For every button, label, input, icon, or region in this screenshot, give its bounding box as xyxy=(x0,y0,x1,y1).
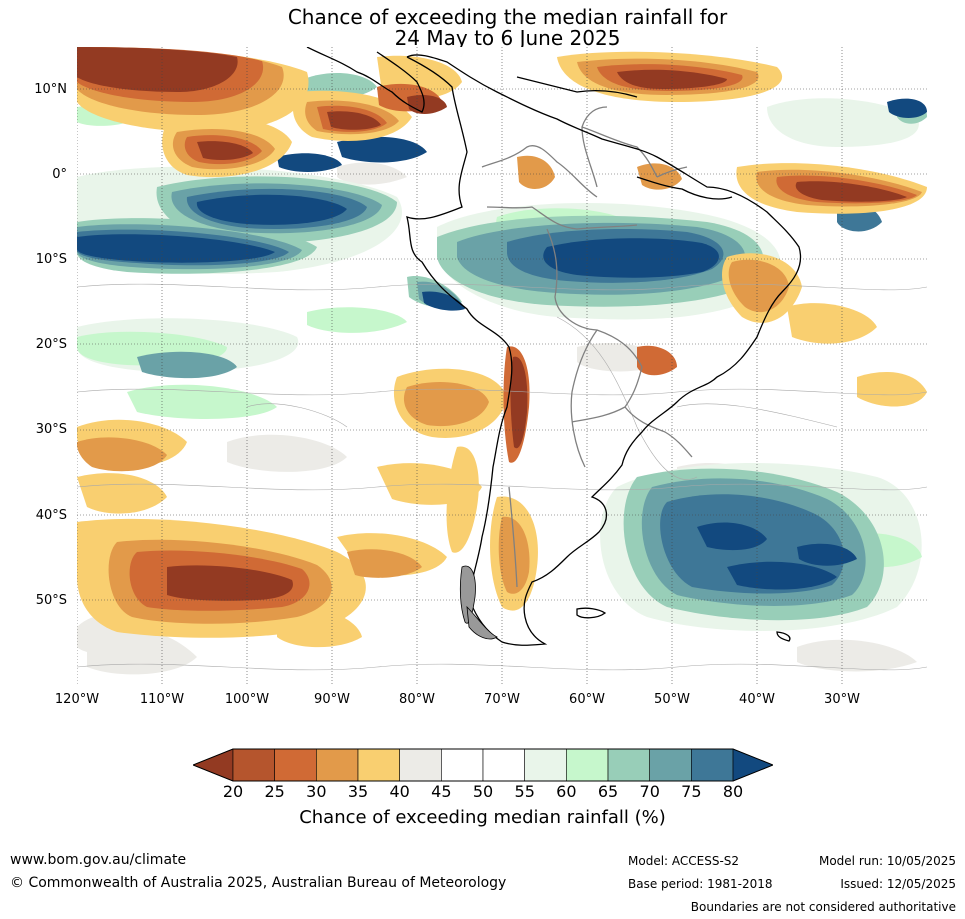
lon-label-40w: 40°W xyxy=(739,692,775,707)
footer-copyright: © Commonwealth of Australia 2025, Austra… xyxy=(10,875,507,891)
colorbar-tick-label: 60 xyxy=(556,782,577,801)
colorbar-end-low xyxy=(193,748,234,782)
colorbar-tick-label: 30 xyxy=(306,782,327,801)
rainfall-map xyxy=(77,47,927,685)
lon-label-60w: 60°W xyxy=(569,692,605,707)
colorbar-tick-label: 40 xyxy=(389,782,410,801)
footer-model-run: Model run: 10/05/2025 xyxy=(818,854,956,868)
lon-label-110w: 110°W xyxy=(139,692,185,707)
lon-label-120w: 120°W xyxy=(54,692,100,707)
colorbar-tick-label: 45 xyxy=(431,782,452,801)
map-title-line-1: Chance of exceeding the median rainfall … xyxy=(287,5,728,29)
colorbar-bin-45 xyxy=(441,748,484,782)
country-borders xyxy=(481,106,693,588)
falklands-coast xyxy=(576,607,607,619)
graticule xyxy=(77,47,927,685)
footer-base-period: Base period: 1981-2018 xyxy=(628,877,773,891)
contour-lines xyxy=(77,283,927,671)
colorbar-tick-label: 20 xyxy=(222,782,244,801)
colorbar-bin-60 xyxy=(566,748,609,782)
guiana-coast xyxy=(636,176,733,200)
colorbar-tick-label: 75 xyxy=(681,782,702,801)
colorbar-bin-75 xyxy=(691,748,734,782)
coastlines xyxy=(306,47,802,646)
colorbar-bin-50 xyxy=(482,748,525,782)
colorbar-end-high xyxy=(732,748,773,782)
colorbar-bin-25 xyxy=(274,748,317,782)
colorbar-outline xyxy=(193,748,773,782)
map-title-line-2: 24 May to 6 June 2025 xyxy=(394,26,621,50)
lat-label-20s: 20°S xyxy=(35,337,67,352)
colorbar-label: Chance of exceeding median rainfall (%) xyxy=(299,807,666,828)
footer-issued: Issued: 12/05/2025 xyxy=(840,877,956,891)
colorbar-tick-label: 55 xyxy=(514,782,535,801)
colorbar-tick-label: 35 xyxy=(347,782,369,801)
lat-label-50s: 50°S xyxy=(35,593,67,608)
south-georgia-coast xyxy=(776,631,791,642)
chilean-fjords xyxy=(459,565,498,640)
colorbar-segments xyxy=(193,748,773,782)
footer-model: Model: ACCESS-S2 xyxy=(628,854,740,868)
colorbar-bin-35 xyxy=(357,748,400,782)
lon-label-70w: 70°W xyxy=(484,692,520,707)
footer-disclaimer: Boundaries are not considered authoritat… xyxy=(690,900,956,914)
colorbar-bin-20 xyxy=(232,748,275,782)
colorbar-bin-55 xyxy=(524,748,567,782)
lat-label-10s: 10°S xyxy=(35,252,67,267)
lon-label-90w: 90°W xyxy=(314,692,350,707)
colorbar-tick-label: 25 xyxy=(264,782,285,801)
drier-patches xyxy=(77,47,927,648)
caribbean-coast xyxy=(516,76,638,98)
lon-label-100w: 100°W xyxy=(224,692,270,707)
central-america-coast xyxy=(306,47,425,113)
colorbar-tick-label: 70 xyxy=(639,782,660,801)
colorbar-bin-65 xyxy=(607,748,650,782)
lat-label-40s: 40°S xyxy=(35,508,67,523)
colorbar-tick-label: 50 xyxy=(472,782,494,801)
colorbar xyxy=(193,748,773,782)
footer-site-link[interactable]: www.bom.gov.au/climate xyxy=(10,852,187,868)
colorbar-bin-70 xyxy=(649,748,692,782)
lat-label-30s: 30°S xyxy=(35,422,67,437)
lat-label-10n: 10°N xyxy=(34,82,67,97)
lon-label-80w: 80°W xyxy=(399,692,435,707)
colorbar-bin-40 xyxy=(399,748,442,782)
colorbar-tick-label: 65 xyxy=(597,782,619,801)
colorbar-bin-30 xyxy=(316,748,359,782)
south-america-coast xyxy=(406,54,802,646)
map-canvas xyxy=(77,47,927,685)
lon-label-50w: 50°W xyxy=(654,692,690,707)
lon-label-30w: 30°W xyxy=(824,692,860,707)
colorbar-tick-label: 80 xyxy=(722,782,744,801)
lat-label-0: 0° xyxy=(52,167,67,182)
